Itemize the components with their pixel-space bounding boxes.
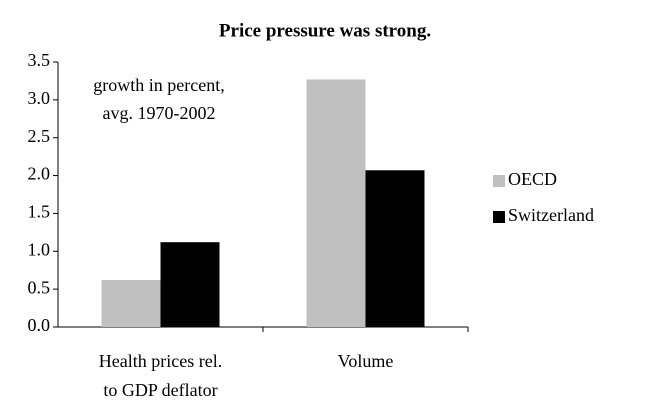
chart-title: Price pressure was strong.	[219, 20, 431, 41]
bar	[306, 79, 366, 328]
y-tick-label: 2.0	[28, 164, 51, 184]
legend-swatch	[493, 211, 505, 223]
y-tick-label: 1.0	[28, 239, 51, 259]
y-tick-label: 3.5	[28, 50, 51, 70]
x-tick-label: Volume	[338, 351, 394, 371]
bar	[101, 280, 161, 327]
x-tick-label: to GDP deflator	[103, 380, 217, 400]
y-tick-label: 1.5	[28, 202, 51, 222]
annotation: avg. 1970-2002	[103, 103, 216, 123]
y-tick-label: 0.0	[28, 315, 51, 335]
x-tick-label: Health prices rel.	[99, 351, 222, 371]
y-tick-label: 2.5	[28, 126, 51, 146]
y-tick-label: 3.0	[28, 88, 51, 108]
legend-label: OECD	[508, 169, 557, 189]
bar	[160, 242, 220, 327]
legend-label: Switzerland	[508, 205, 594, 225]
y-tick-label: 0.5	[28, 277, 51, 297]
legend-swatch	[493, 175, 505, 187]
annotation: growth in percent,	[93, 75, 224, 95]
bar	[365, 170, 425, 327]
